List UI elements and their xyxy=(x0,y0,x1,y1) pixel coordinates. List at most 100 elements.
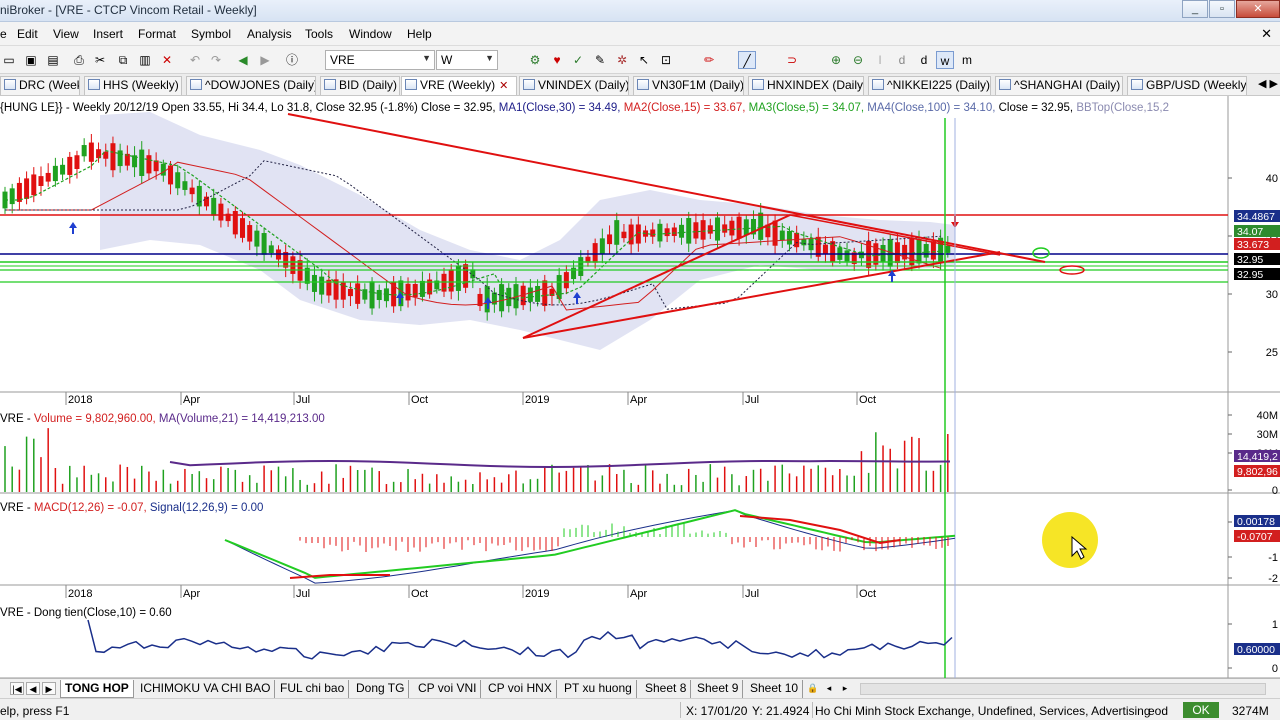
tab-nikkei225[interactable]: ^NIKKEI225 (Daily) xyxy=(868,76,991,95)
candle-body xyxy=(240,218,245,238)
candle-body xyxy=(506,287,512,307)
candle-body xyxy=(81,145,87,157)
zoom-box-icon[interactable]: ⊡ xyxy=(660,53,672,67)
chart-canvas[interactable]: {HUNG LE}} - Weekly 20/12/19 Open 33.55,… xyxy=(0,96,1280,679)
undo-icon[interactable]: ↶ xyxy=(189,53,201,67)
info-icon[interactable]: ⓘ xyxy=(285,53,298,67)
monthly-icon[interactable]: m xyxy=(962,53,972,67)
first-sheet-icon[interactable]: |◀ xyxy=(10,682,24,695)
trend-icon[interactable]: ✓ xyxy=(572,53,584,67)
candle-body xyxy=(311,274,317,292)
tab-hhs[interactable]: HHS (Weekly) xyxy=(84,76,182,95)
zoom-in-icon[interactable]: ⊕ xyxy=(830,53,842,67)
menu-file[interactable]: e xyxy=(0,27,7,41)
period-select[interactable]: W ▼ xyxy=(436,50,498,70)
prev-page-icon[interactable]: ◂ xyxy=(826,683,832,693)
candle-body xyxy=(455,265,461,291)
menu-view[interactable]: View xyxy=(53,27,79,41)
minimize-button[interactable]: _ xyxy=(1182,0,1208,18)
candle-body xyxy=(535,285,541,302)
menu-symbol[interactable]: Symbol xyxy=(191,27,232,41)
new-file-icon[interactable]: ▭ xyxy=(3,53,15,67)
tab-label: VNINDEX (Daily) xyxy=(538,78,629,92)
price-value-badge: 34.4867 xyxy=(1237,211,1275,223)
sheet-tab-9[interactable]: Sheet 9 xyxy=(693,680,744,698)
intraday-icon[interactable]: d xyxy=(920,53,928,67)
candle-body xyxy=(232,211,238,235)
menu-tools[interactable]: Tools xyxy=(305,27,334,41)
next-page-icon[interactable]: ▸ xyxy=(842,683,848,693)
sheet-tab-10[interactable]: Sheet 10 xyxy=(746,680,804,698)
candle-body xyxy=(175,172,181,189)
maximize-button[interactable]: ▫ xyxy=(1209,0,1235,18)
forward-icon[interactable]: ▶ xyxy=(260,53,270,67)
magnet-icon[interactable]: ⊃ xyxy=(786,53,798,67)
horizontal-scrollbar[interactable] xyxy=(860,683,1266,695)
draw-tool-icon[interactable]: ✎ xyxy=(594,53,606,67)
sheet-tab-cp-voi-hnx[interactable]: CP voi HNX xyxy=(484,680,557,698)
menu-format[interactable]: Format xyxy=(138,27,177,41)
tab-vnindex[interactable]: VNINDEX (Daily) xyxy=(519,76,629,95)
save-all-icon[interactable]: ▤ xyxy=(47,53,59,67)
next-sheet-icon[interactable]: ▶ xyxy=(42,682,56,695)
menu-help[interactable]: Help xyxy=(407,27,432,41)
tab-hnxindex[interactable]: HNXINDEX (Daily) xyxy=(748,76,864,95)
trendline-support xyxy=(522,251,1001,339)
menu-insert[interactable]: Insert xyxy=(93,27,124,41)
cut-icon[interactable]: ✂ xyxy=(94,53,106,67)
lock-icon[interactable]: 🔒 xyxy=(807,683,819,693)
redo-icon[interactable]: ↷ xyxy=(210,53,222,67)
sheet-tab-dong-tg[interactable]: Dong TG xyxy=(352,680,410,698)
pen-icon[interactable]: ✏ xyxy=(703,53,715,67)
tab-dowjones[interactable]: ^DOWJONES (Daily) xyxy=(186,76,316,95)
trendline-resistance xyxy=(287,113,1046,263)
candle-body xyxy=(894,242,900,264)
candle-body xyxy=(750,219,756,235)
save-icon[interactable]: ▣ xyxy=(25,53,37,67)
tab-label: ^NIKKEI225 (Daily) xyxy=(887,78,990,92)
menu-edit[interactable]: Edit xyxy=(17,27,38,41)
close-button[interactable]: ✕ xyxy=(1236,0,1280,18)
paste-icon[interactable]: ▥ xyxy=(139,53,151,67)
tab-vn30f1m[interactable]: VN30F1M (Daily) xyxy=(633,76,744,95)
projection-marker xyxy=(1059,265,1085,275)
tab-scroll-arrows-icon[interactable]: ◀ ▶ xyxy=(1258,78,1278,90)
indicator-icon[interactable]: ⚙ xyxy=(529,53,541,67)
candle-body xyxy=(743,219,749,236)
macd-value-badge: -0.0707 xyxy=(1237,531,1273,543)
favorite-icon[interactable]: ♥ xyxy=(553,53,561,67)
tab-bid[interactable]: BID (Daily) xyxy=(320,76,400,95)
weekly-icon[interactable]: w xyxy=(936,51,954,69)
copy-icon[interactable]: ⧉ xyxy=(118,53,128,67)
back-icon[interactable]: ◀ xyxy=(238,53,248,67)
sheet-tab-8[interactable]: Sheet 8 xyxy=(641,680,692,698)
tool-icon[interactable]: ✲ xyxy=(616,53,628,67)
tab-drc[interactable]: DRC (Weekly) xyxy=(0,76,80,95)
trendline-icon[interactable]: ╱ xyxy=(738,51,756,69)
candle-body xyxy=(362,289,368,300)
candle-body xyxy=(67,156,73,175)
sheet-tab-ful-chi-bao[interactable]: FUL chi bao xyxy=(276,680,350,698)
menu-window[interactable]: Window xyxy=(349,27,392,41)
sheet-tab-tong-hop[interactable]: TONG HOP xyxy=(60,680,134,698)
zoom-out-icon[interactable]: ⊖ xyxy=(852,53,864,67)
sheet-tab-cp-voi-vni[interactable]: CP voi VNI xyxy=(414,680,482,698)
candle-body xyxy=(117,150,123,167)
tab-gbpusd[interactable]: GBP/USD (Weekly) xyxy=(1127,76,1247,95)
symbol-select[interactable]: VRE ▼ xyxy=(325,50,435,70)
tab-shanghai[interactable]: ^SHANGHAI (Daily) xyxy=(995,76,1123,95)
price-value-badge-bg xyxy=(1234,210,1280,222)
pointer-tool-icon[interactable]: ↖ xyxy=(638,53,650,67)
delete-icon[interactable]: ✕ xyxy=(161,53,173,67)
tab-label: ^DOWJONES (Daily) xyxy=(205,78,316,92)
mdi-close-icon[interactable]: ✕ xyxy=(1261,26,1272,41)
prev-sheet-icon[interactable]: ◀ xyxy=(26,682,40,695)
daily-icon[interactable]: d xyxy=(898,53,906,67)
print-icon[interactable]: ⎙ xyxy=(74,53,84,67)
close-tab-icon[interactable]: ✕ xyxy=(499,80,509,92)
menu-analysis[interactable]: Analysis xyxy=(247,27,292,41)
tab-vre[interactable]: VRE (Weekly) ✕ xyxy=(401,76,517,95)
sheet-tab-ichimoku[interactable]: ICHIMOKU VA CHI BAO xyxy=(136,680,276,698)
sheet-tab-pt-xu-huong[interactable]: PT xu huong xyxy=(560,680,637,698)
chart-workspace[interactable]: {HUNG LE}} - Weekly 20/12/19 Open 33.55,… xyxy=(0,96,1280,679)
